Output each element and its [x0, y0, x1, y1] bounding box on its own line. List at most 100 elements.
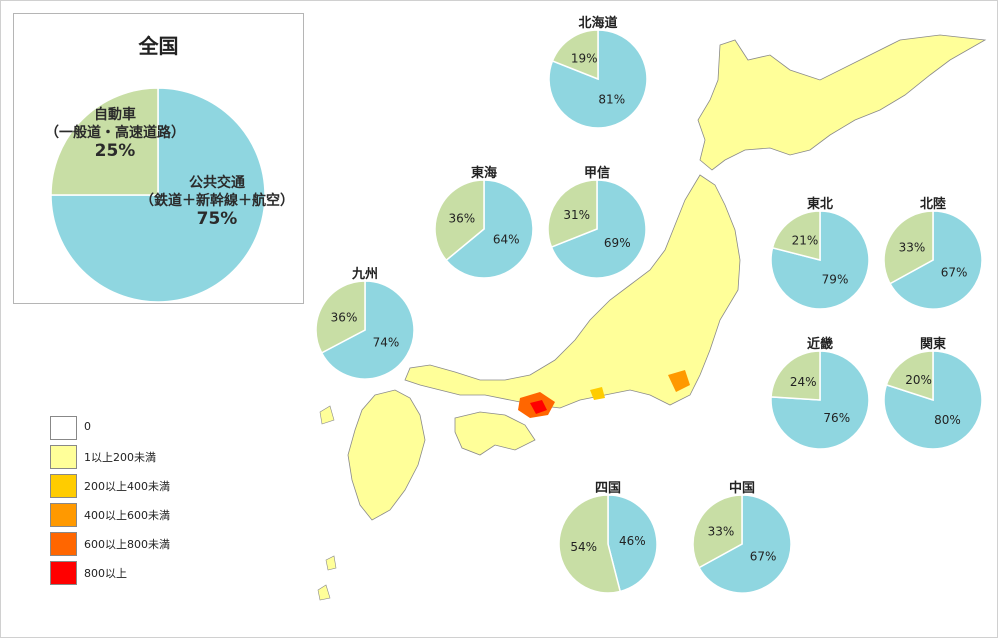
- region-pie-tokai: 東海 64% 36%: [429, 162, 539, 292]
- region-title-hokuriku: 北陸: [919, 197, 946, 212]
- pie-slice-hokuriku-auto: [883, 210, 934, 285]
- pie-label-kyushu-transit: 74%: [373, 336, 400, 350]
- pie-slice-chugoku-transit: [698, 494, 792, 594]
- pie-label-hokkaido-auto: 19%: [571, 52, 598, 66]
- legend-label: 400以上600未満: [84, 509, 170, 522]
- region-pie-koushin: 甲信 69% 31%: [542, 162, 652, 292]
- map-hotspot-nagoya: [590, 387, 605, 400]
- pie-label-tohoku-auto: 21%: [792, 234, 819, 248]
- legend-swatch: [50, 503, 77, 527]
- legend-item: 600以上800未満: [50, 532, 250, 558]
- pie-slice-tokai-auto: [434, 179, 485, 262]
- pie-kanto: 80% 20%: [883, 350, 983, 450]
- pie-slice-tohoku-auto: [771, 210, 821, 261]
- pie-label-chugoku-auto: 33%: [708, 525, 735, 539]
- national-auto-pct: 25%: [94, 141, 136, 161]
- legend-swatch: [50, 532, 77, 556]
- legend-label: 600以上800未満: [84, 538, 170, 551]
- legend-swatch: [50, 416, 77, 440]
- map-hotspot-kanto: [668, 370, 690, 392]
- pie-slice-shikoku-auto: [558, 494, 622, 594]
- pie-slice-tohoku-transit: [770, 210, 870, 310]
- pie-label-koushin-auto: 31%: [563, 208, 590, 222]
- pie-hokkaido: 81% 19%: [548, 29, 648, 129]
- region-title-kyushu: 九州: [351, 267, 378, 282]
- map-shikoku: [454, 411, 536, 456]
- national-transit-name: 公共交通: [189, 175, 245, 191]
- pie-label-hokuriku-auto: 33%: [899, 241, 926, 255]
- region-title-shikoku: 四国: [594, 481, 621, 496]
- pie-tokai: 64% 36%: [434, 179, 534, 279]
- pie-slice-national-auto: [50, 87, 159, 196]
- legend-label: 200以上400未満: [84, 480, 170, 493]
- pie-slice-hokuriku-transit: [889, 210, 983, 310]
- pie-slice-hokkaido-transit: [548, 29, 648, 129]
- pie-slice-tokai-transit: [445, 179, 534, 279]
- pie-label-chugoku-transit: 67%: [750, 549, 777, 563]
- pie-label-tokai-auto: 36%: [448, 212, 475, 226]
- legend-swatch: [50, 445, 77, 469]
- national-transit-pct: 75%: [196, 209, 238, 229]
- pie-label-kyushu-auto: 36%: [331, 310, 358, 324]
- pie-label-tokai-transit: 64%: [493, 232, 520, 246]
- region-pie-tohoku: 東北 79% 21%: [765, 193, 875, 323]
- pie-slice-kyushu-auto: [315, 280, 366, 354]
- legend-item: 200以上400未満: [50, 474, 250, 500]
- map-islands-south: [317, 584, 331, 601]
- pie-label-hokkaido-transit: 81%: [598, 92, 625, 106]
- map-islands-okinawa: [325, 555, 337, 571]
- national-pie-chart: [50, 87, 266, 303]
- pie-slice-shikoku-transit: [607, 494, 658, 593]
- pie-label-shikoku-auto: 54%: [570, 540, 597, 554]
- pie-label-hokuriku-transit: 67%: [941, 265, 968, 279]
- pie-tohoku: 79% 21%: [770, 210, 870, 310]
- region-title-kanto: 関東: [919, 337, 946, 352]
- pie-slice-hokkaido-auto: [551, 29, 599, 81]
- national-auto-sublabel: （一般道・高速道路）: [45, 125, 185, 141]
- region-pie-kyushu: 九州 74% 36%: [310, 263, 420, 393]
- pie-label-kinki-auto: 24%: [790, 375, 817, 389]
- region-title-hokkaido: 北海道: [578, 16, 618, 31]
- pie-hokuriku: 67% 33%: [883, 210, 983, 310]
- legend-item: 1以上200未満: [50, 445, 250, 471]
- region-title-kinki: 近畿: [806, 337, 833, 352]
- pie-koushin: 69% 31%: [547, 179, 647, 279]
- pie-slice-kyushu-transit: [320, 280, 415, 380]
- legend-item: 800以上: [50, 561, 250, 587]
- national-transit-label: 公共交通 （鉄道＋新幹線＋航空） 75%: [132, 174, 302, 228]
- map-honshu: [404, 174, 741, 409]
- legend-item: 0: [50, 416, 250, 442]
- region-title-chugoku: 中国: [728, 481, 755, 496]
- national-auto-name: 自動車: [94, 107, 136, 123]
- pie-slice-kinki-auto: [770, 350, 821, 401]
- pie-label-shikoku-transit: 46%: [619, 534, 646, 548]
- region-title-tohoku: 東北: [806, 197, 833, 212]
- map-kyushu: [347, 389, 426, 521]
- pie-slice-kanto-auto: [885, 350, 934, 402]
- national-pie-title: 全国: [138, 34, 179, 58]
- map-hokkaido: [697, 34, 987, 171]
- national-auto-label: 自動車 （一般道・高速道路） 25%: [30, 106, 200, 160]
- pie-shikoku: 46% 54%: [558, 494, 658, 594]
- region-pie-chugoku: 中国 67% 33%: [687, 477, 797, 607]
- map-islands-kyushu-west: [319, 405, 335, 425]
- region-pie-kinki: 近畿 76% 24%: [765, 333, 875, 463]
- legend-label: 0: [84, 420, 91, 433]
- japan-choropleth-map: [317, 34, 987, 601]
- pie-label-kinki-transit: 76%: [823, 411, 850, 425]
- national-transit-sublabel: （鉄道＋新幹線＋航空）: [140, 193, 294, 209]
- region-title-koushin: 甲信: [583, 166, 610, 181]
- region-pie-kanto: 関東 80% 20%: [878, 333, 988, 463]
- legend-label: 1以上200未満: [84, 451, 156, 464]
- legend-swatch: [50, 561, 77, 585]
- region-title-tokai: 東海: [470, 166, 497, 181]
- pie-slice-koushin-auto: [547, 179, 598, 249]
- legend-swatch: [50, 474, 77, 498]
- pie-label-kanto-transit: 80%: [934, 413, 961, 427]
- pie-label-kanto-auto: 20%: [905, 373, 932, 387]
- pie-chugoku: 67% 33%: [692, 494, 792, 594]
- national-pie-panel: 全国 自動車 （一般道・高速道路） 25% 公共交通 （鉄道＋新幹線＋航空） 7…: [13, 13, 304, 304]
- pie-kinki: 76% 24%: [770, 350, 870, 450]
- pie-slice-chugoku-auto: [692, 494, 743, 569]
- region-pie-hokuriku: 北陸 67% 33%: [878, 193, 988, 323]
